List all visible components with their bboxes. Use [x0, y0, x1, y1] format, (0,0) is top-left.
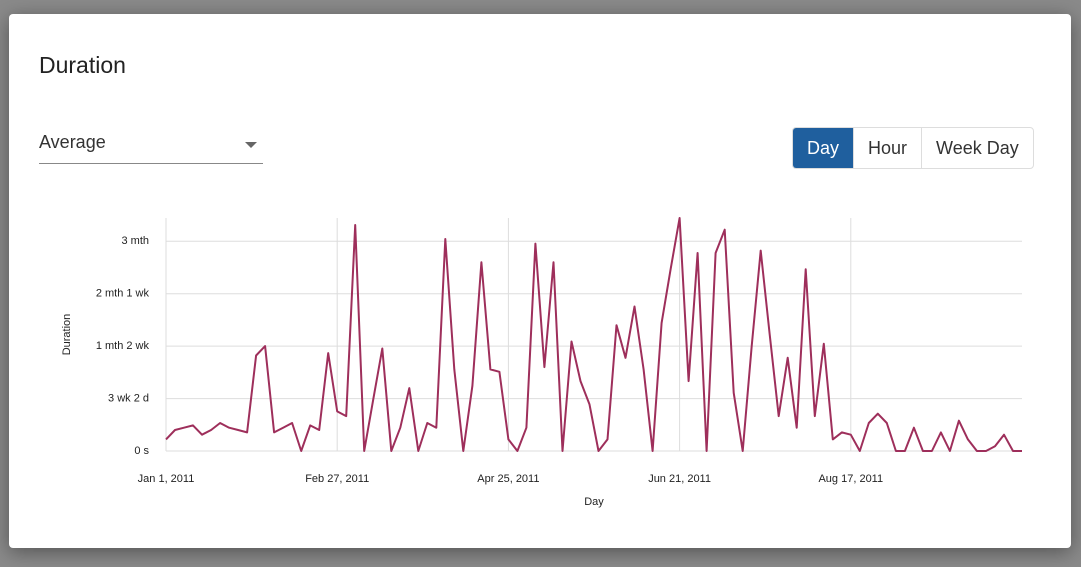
data-line [165, 217, 1022, 452]
y-tick-label: 2 mth 1 wk [96, 288, 150, 300]
dialog-title: Duration [39, 52, 126, 78]
y-axis-label: Duration [61, 314, 73, 356]
x-tick-label: Feb 27, 2011 [305, 473, 369, 485]
x-axis-label: Day [584, 496, 604, 508]
dialog: Duration Average Day Hour Week Day [9, 14, 1071, 548]
dropdown-value: Average [39, 132, 106, 152]
x-tick-label: Aug 17, 2011 [818, 473, 883, 485]
dropdown-arrow [245, 142, 257, 148]
toggle-button[interactable]: Day [793, 128, 854, 168]
aggregate-dropdown[interactable]: Average [39, 132, 263, 164]
x-tick-label: Jun 21, 2011 [648, 473, 711, 485]
toggle-button[interactable]: Hour [853, 128, 921, 168]
y-tick-label: 1 mth 2 wk [96, 340, 150, 352]
y-tick-label: 3 mth [121, 235, 149, 247]
x-tick-label: Apr 25, 2011 [477, 473, 539, 485]
y-tick-label: 0 s [134, 445, 149, 457]
toggle-button[interactable]: Week Day [921, 128, 1033, 168]
x-tick-label: Jan 1, 2011 [138, 473, 195, 485]
granularity-toggle: Day Hour Week Day [792, 127, 1034, 169]
y-tick-label: 3 wk 2 d [108, 392, 149, 404]
